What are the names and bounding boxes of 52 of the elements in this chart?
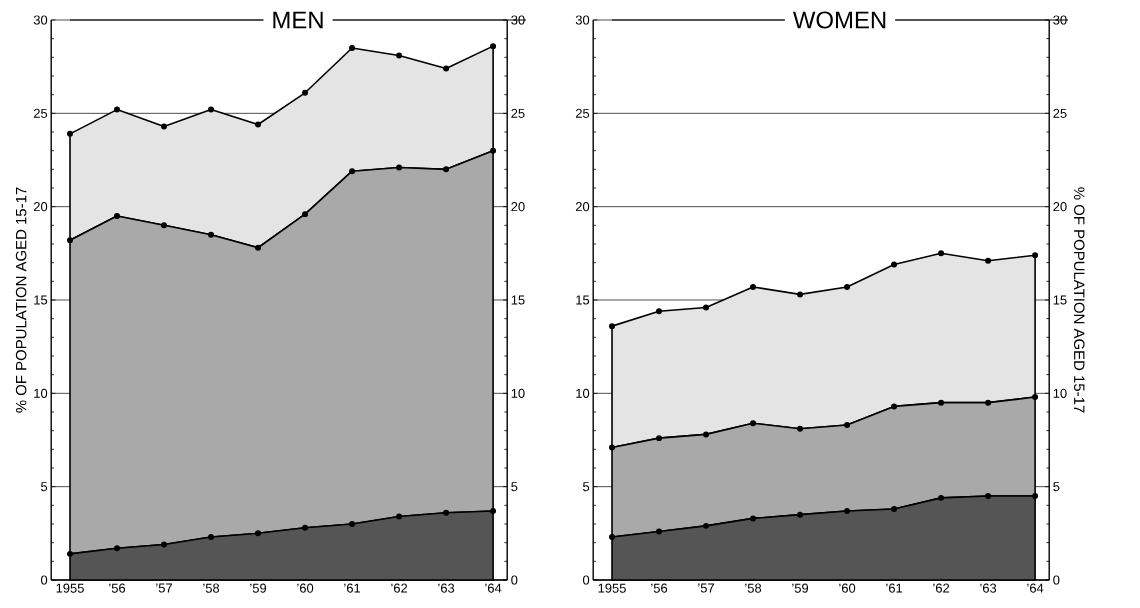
y-tick-label: 20 [575,202,590,212]
x-tick-label: ’58 [745,583,762,593]
y-tick-label: 20 [33,202,48,212]
y-tick-label: 10 [576,388,590,398]
y2-tick-label: 0 [1053,575,1060,585]
x-tick-label: ’59 [250,583,267,593]
y-tick-label: 15 [34,295,48,305]
x-tick-label: ’64 [1027,583,1044,593]
x-tick-label: ’63 [980,583,997,593]
y-tick-label: 25 [33,108,48,118]
y2-tick-label: 20 [511,202,525,212]
y-tick-label: 0 [40,575,48,585]
x-tick-label: 1955 [56,583,84,593]
y2-tick-label: 15 [511,295,525,305]
y2-tick-label: 5 [1053,482,1060,492]
x-tick-label: ’57 [698,583,715,593]
y2-tick-label: 5 [511,482,518,492]
x-tick-label: ’62 [391,583,408,593]
y-axis-title: % OF POPULATION AGED 15-17 [15,187,27,413]
x-tick-label: ’56 [109,583,126,593]
x-tick-label: ’58 [203,583,220,593]
x-tick-label: ’59 [792,583,809,593]
y-tick-label: 30 [575,15,590,25]
y-tick-label: 0 [582,575,590,585]
x-tick-label: ’57 [156,583,172,593]
x-tick-label: 1955 [598,583,626,593]
y-tick-label: 5 [583,482,590,492]
x-tick-label: ’61 [886,583,903,593]
x-tick-label: ’56 [651,583,668,593]
x-tick-label: ’63 [438,583,455,593]
y-tick-label: 10 [34,388,48,398]
y-tick-label: 25 [575,108,590,118]
y2-tick-label: 10 [1053,388,1067,398]
y2-axis-title: % OF POPULATION AGED 15-17 [1073,187,1085,413]
y2-tick-label: 20 [1053,202,1067,212]
y2-tick-label: 25 [511,108,525,118]
y2-tick-label: 0 [511,575,518,585]
chart-title: WOMEN [792,11,886,29]
x-tick-label: ’62 [933,583,950,593]
x-tick-label: ’60 [297,583,314,593]
y-tick-label: 15 [576,295,590,305]
x-tick-label: ’61 [344,583,361,593]
x-tick-label: ’60 [839,583,856,593]
y2-tick-label: 25 [1053,108,1067,118]
y2-tick-label: 30 [1053,15,1067,25]
y2-tick-label: 30 [511,15,525,25]
y2-tick-label: 15 [1053,295,1067,305]
y2-tick-label: 10 [511,388,525,398]
y-tick-label: 30 [33,15,48,25]
y-tick-label: 5 [40,482,48,492]
x-tick-label: ’64 [485,583,502,593]
chart-title: MEN [273,11,323,29]
